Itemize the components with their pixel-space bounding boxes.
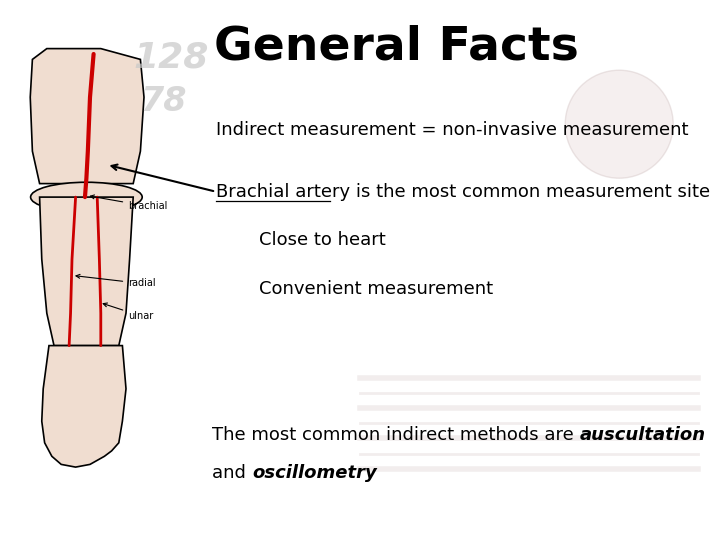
Ellipse shape [30, 183, 142, 212]
Text: and: and [212, 463, 252, 482]
Text: auscultation: auscultation [580, 426, 706, 444]
Text: 78: 78 [140, 85, 187, 118]
Polygon shape [40, 197, 133, 346]
Text: Brachial artery is the most common measurement site: Brachial artery is the most common measu… [216, 183, 710, 201]
Polygon shape [42, 346, 126, 467]
Text: Close to heart: Close to heart [259, 231, 386, 249]
Polygon shape [30, 49, 144, 184]
Text: 128: 128 [133, 40, 209, 75]
Text: Convenient measurement: Convenient measurement [259, 280, 493, 298]
Text: radial: radial [76, 274, 156, 288]
Text: ulnar: ulnar [103, 303, 153, 321]
Text: The most common indirect methods are: The most common indirect methods are [212, 426, 580, 444]
Text: brachial: brachial [91, 195, 168, 211]
Ellipse shape [565, 70, 673, 178]
Text: oscillometry: oscillometry [252, 463, 377, 482]
Text: General Facts: General Facts [214, 24, 578, 69]
Text: Indirect measurement = non-invasive measurement: Indirect measurement = non-invasive meas… [216, 120, 688, 139]
